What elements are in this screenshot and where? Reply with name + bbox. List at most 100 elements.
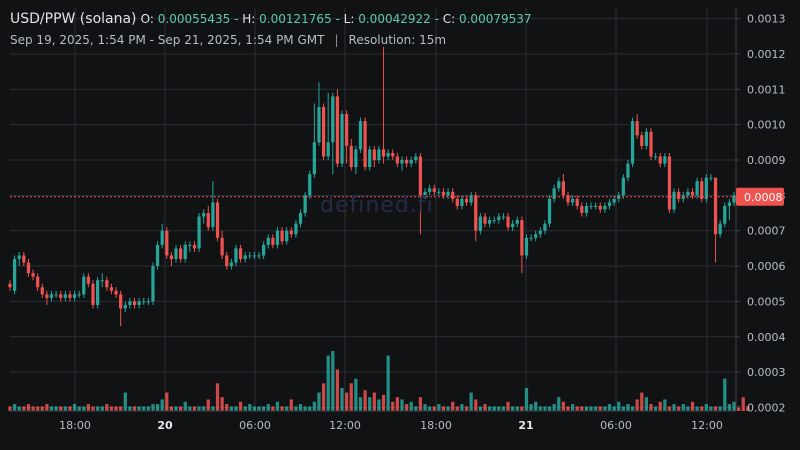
volume-bar	[100, 406, 104, 411]
candle-body	[72, 294, 77, 298]
candle-body	[68, 294, 72, 298]
candle-body	[506, 216, 510, 228]
candle-body	[289, 230, 293, 235]
candle-body	[312, 142, 316, 175]
volume-bar	[672, 404, 676, 411]
candle-body	[451, 191, 455, 199]
volume-bar	[151, 404, 155, 411]
volume-bar	[192, 406, 197, 411]
candle-body	[308, 174, 312, 196]
candle-body	[368, 149, 372, 168]
candle-body	[280, 230, 284, 242]
candle-body	[630, 121, 635, 164]
candle-body	[234, 248, 238, 263]
volume-bar	[146, 406, 150, 411]
volume-bar	[22, 406, 26, 411]
candle-body	[169, 255, 174, 259]
candle-body	[644, 131, 648, 146]
volume-bar	[345, 392, 349, 411]
volume-bar	[432, 406, 436, 411]
volume-bar	[17, 406, 21, 411]
volume-bar	[266, 404, 270, 411]
volume-bar	[547, 406, 552, 411]
candle-body	[54, 294, 58, 296]
candle-body	[580, 205, 584, 214]
y-tick-label: 0.0010	[747, 119, 786, 132]
volume-bar	[211, 406, 215, 411]
volume-bar	[248, 404, 252, 411]
low-value: 0.00042922	[358, 12, 431, 26]
candle-body	[441, 191, 446, 196]
volume-bar	[626, 404, 630, 411]
volume-bar	[36, 406, 40, 411]
candle-body	[248, 255, 252, 257]
candle-body	[377, 149, 381, 161]
y-tick-label: 0.0013	[747, 13, 786, 26]
volume-bar	[474, 399, 478, 411]
candle-body	[49, 294, 54, 298]
volume-bar	[460, 404, 464, 411]
candle-body	[501, 216, 506, 218]
volume-bar	[155, 404, 160, 411]
volume-bar	[709, 406, 713, 411]
y-axis: 0.0013 0.0012 0.0011 0.0010 0.0009 0.0008 0.00…	[735, 8, 786, 414]
volume-bar	[501, 406, 506, 411]
candle-body	[391, 152, 395, 157]
candle-body	[663, 156, 667, 164]
volume-bar	[700, 406, 704, 411]
volume-bar	[206, 399, 210, 411]
high-value: 0.00121765	[259, 12, 332, 26]
volume-bar	[653, 406, 658, 411]
close-value: 0.00079537	[458, 12, 532, 26]
candle-body	[483, 216, 487, 224]
y-tick-label: 0.0007	[747, 225, 786, 238]
volume-bar	[704, 404, 708, 411]
volume-bar	[308, 406, 312, 411]
volume-bar	[96, 406, 100, 411]
volume-bar	[160, 399, 164, 411]
volume-bar	[86, 404, 91, 411]
volume-bar	[68, 406, 72, 411]
volume-bar	[202, 406, 206, 411]
candle-body	[612, 198, 616, 203]
candle-body	[455, 198, 459, 206]
candle-body	[469, 195, 473, 203]
volume-bar	[354, 378, 358, 411]
volume-bar	[534, 401, 538, 411]
y-tick-label: 0.0009	[747, 154, 786, 167]
candle-body	[428, 188, 432, 192]
volume-bar	[423, 404, 427, 411]
candle-body	[621, 177, 625, 196]
candle-body	[31, 273, 35, 277]
candle-body	[349, 145, 353, 168]
volume-bar	[229, 406, 233, 411]
candle-body	[598, 205, 602, 210]
volume-bar	[487, 406, 492, 411]
volume-bar	[188, 406, 192, 411]
volume-bar	[197, 406, 201, 411]
candle-body	[727, 202, 732, 206]
volume-bar	[340, 387, 344, 411]
current-price-label: 0.0008	[744, 191, 783, 204]
volume-bar	[105, 404, 109, 411]
volume-bar	[312, 401, 316, 411]
volume-bar	[363, 390, 367, 411]
volume-bar	[506, 401, 510, 411]
volume-bar	[215, 383, 220, 411]
candle-body	[321, 106, 326, 157]
candle-body	[713, 177, 718, 235]
candle-body	[423, 191, 427, 196]
ohlc-readout: O: 0.00055435 - H: 0.00121765 - L: 0.000…	[140, 12, 532, 26]
candle-body	[151, 266, 155, 302]
chart-header: USD/PPW (solana) O: 0.00055435 - H: 0.00…	[10, 11, 532, 27]
volume-bar	[82, 406, 86, 411]
volume-bar	[372, 392, 376, 411]
candle-body	[132, 301, 137, 305]
open-value: 0.00055435	[157, 12, 231, 26]
y-tick-label: 0.0002	[747, 401, 786, 414]
volume-bar	[455, 406, 459, 411]
volume-bar	[723, 378, 727, 411]
candle-body	[589, 205, 593, 207]
pair-title: USD/PPW (solana)	[10, 11, 137, 27]
